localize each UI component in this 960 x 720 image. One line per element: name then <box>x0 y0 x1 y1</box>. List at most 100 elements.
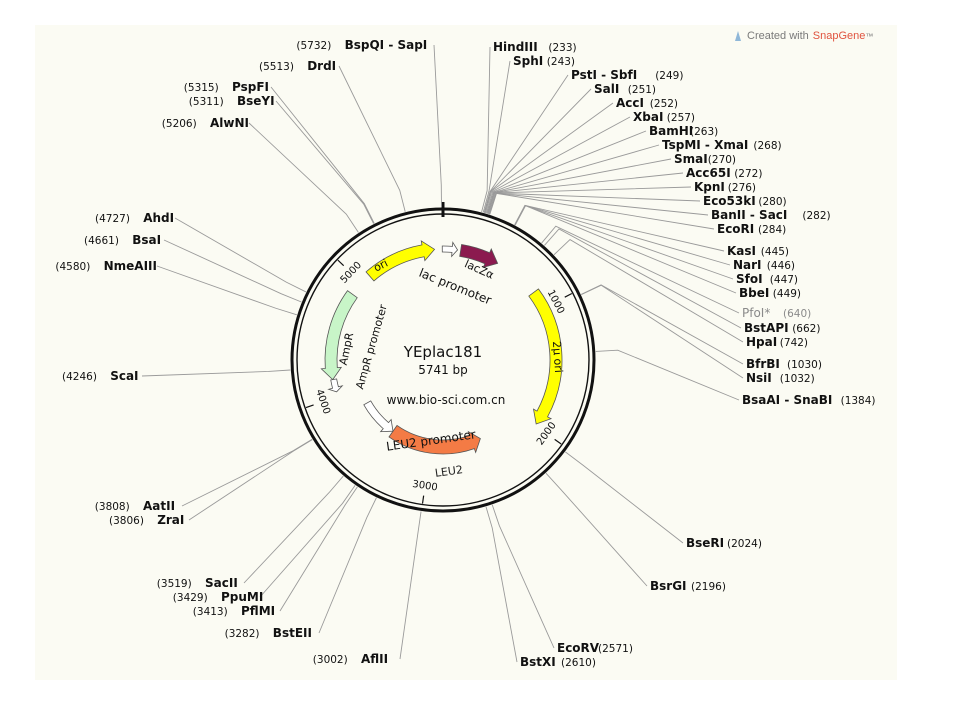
enzyme-position: (5315) <box>184 82 219 94</box>
enzyme-position: (282) <box>802 210 830 222</box>
feature-ampr-arrow <box>320 290 358 381</box>
enzyme-site-drdi: (5513) DrdI <box>259 59 336 73</box>
tick-2000 <box>554 438 562 445</box>
enzyme-position: (243) <box>547 56 575 68</box>
enzyme-site-sfoi: (447) SfoI <box>736 272 798 286</box>
tick-label-3000: 3000 <box>412 479 439 493</box>
enzyme-site-bbei: (449) BbeI <box>739 286 801 300</box>
leader-alwni <box>248 122 359 233</box>
enzyme-site-kpni: (276)KpnI <box>694 180 756 194</box>
enzyme-position: (276) <box>728 182 756 194</box>
tick-4000 <box>305 404 314 409</box>
enzyme-position: (445) <box>761 246 789 258</box>
enzyme-site-alwni: (5206) AlwNI <box>162 116 249 130</box>
enzyme-name: Eco53kI <box>703 194 756 208</box>
enzyme-site-bsai: (4661) BsaI <box>84 233 161 247</box>
enzyme-name: SphI <box>513 54 543 68</box>
enzyme-name: BstXI <box>520 655 556 669</box>
enzyme-name: EcoRI <box>717 222 754 236</box>
enzyme-site-sali: (251) SalI <box>594 82 656 96</box>
leader-bsteii <box>318 497 377 634</box>
leader-bseri <box>565 451 684 544</box>
enzyme-position: (4246) <box>62 371 97 383</box>
leader-bsrgi <box>545 472 648 587</box>
enzyme-position: (4661) <box>84 235 119 247</box>
leader-bsaai-snabi <box>595 349 740 401</box>
enzyme-position: (3002) <box>313 654 348 666</box>
enzyme-site-bsrgi: (2196) BsrGI <box>650 579 726 593</box>
enzyme-name: PflMI <box>241 604 275 618</box>
enzyme-site-ahdi: (4727) AhdI <box>95 211 174 225</box>
enzyme-name: SalI <box>594 82 619 96</box>
leader-acc65i <box>487 172 684 214</box>
credit-prefix: Created with <box>747 30 809 42</box>
enzyme-name: BstAPI <box>744 321 789 335</box>
enzyme-site-zrai: (3806) ZraI <box>109 513 184 527</box>
enzyme-position: (447) <box>770 274 798 286</box>
leader-lines-group <box>141 44 744 663</box>
feature-ampr-promoter-arrow <box>327 378 344 393</box>
enzyme-position: (5311) <box>189 96 224 108</box>
enzyme-site-bseri: (2024)BseRI <box>686 536 762 550</box>
enzyme-position: (3519) <box>157 578 192 590</box>
enzyme-site-nmeaiii: (4580) NmeAIII <box>55 259 157 273</box>
enzyme-site-sacii: (3519) SacII <box>157 576 238 590</box>
enzyme-site-nari: (446) NarI <box>733 258 795 272</box>
watermark-text: www.bio-sci.com.cn <box>387 393 506 407</box>
feature-label-2u-ori: 2μ ori <box>550 341 565 374</box>
enzyme-position: (3282) <box>225 628 260 640</box>
enzyme-position: (272) <box>734 168 762 180</box>
enzyme-position: (5206) <box>162 118 197 130</box>
enzyme-name: SfoI <box>736 272 763 286</box>
leader-ahdi <box>174 217 307 293</box>
enzyme-name: BstEII <box>273 626 312 640</box>
enzyme-name: DrdI <box>307 59 336 73</box>
enzyme-position: (2571) <box>598 643 633 655</box>
enzyme-name: ZraI <box>157 513 184 527</box>
enzyme-position: (2196) <box>691 581 726 593</box>
leader-ecorv <box>491 504 555 649</box>
enzyme-site-smai: (270)SmaI <box>674 152 736 166</box>
enzyme-name: KasI <box>727 244 756 258</box>
enzyme-site-bfrbi: (1030) BfrBI <box>746 357 822 371</box>
leader-aflii <box>399 511 422 660</box>
enzyme-site-banii-saci: (282) BanII - SacI <box>711 208 831 222</box>
enzyme-position: (662) <box>792 323 820 335</box>
enzyme-name: BanII - SacI <box>711 208 787 222</box>
enzyme-site-ecorv: (2571)EcoRV <box>557 641 633 655</box>
enzyme-position: (5732) <box>296 40 331 52</box>
enzyme-name: SmaI <box>674 152 708 166</box>
feature-2u-ori-arrow <box>528 288 563 425</box>
enzyme-name: BsaI <box>132 233 161 247</box>
enzyme-name: BspQI - SapI <box>345 38 428 52</box>
tick-1000 <box>564 292 573 298</box>
leader-xbai <box>485 116 631 214</box>
leader-ppumi <box>259 485 356 598</box>
enzyme-name: BsrGI <box>650 579 687 593</box>
leader-sphi <box>482 60 511 213</box>
enzyme-site-psti-sbfi: (249) PstI - SbfI <box>571 68 683 82</box>
enzyme-labels-group: (233)HindIII(243)SphI(249)PstI - SbfI(25… <box>55 38 875 669</box>
enzyme-site-pspfi: (5315) PspFI <box>184 80 269 94</box>
enzyme-position: (742) <box>780 337 808 349</box>
snapgene-credit: Created with SnapGene ™ <box>733 27 913 45</box>
enzyme-site-bspqi-sapi: (5732) BspQI - SapI <box>296 38 427 52</box>
tick-3000 <box>421 495 425 504</box>
enzyme-position: (3429) <box>173 592 208 604</box>
enzyme-site-bstapi: (662)BstAPI <box>744 321 820 335</box>
enzyme-position: (257) <box>667 112 695 124</box>
center-text-group: YEplac181 5741 bp www.bio-sci.com.cn <box>387 343 506 407</box>
leader-bstxi <box>485 506 518 663</box>
enzyme-name: AatII <box>143 499 175 513</box>
enzyme-name: TspMI - XmaI <box>662 138 748 152</box>
leader-scai <box>141 369 291 377</box>
enzyme-position: (268) <box>753 140 781 152</box>
feature-lac-promoter-arrow <box>441 241 459 258</box>
leader-hpai <box>553 239 744 343</box>
snapgene-logo-icon <box>735 31 741 41</box>
enzyme-name: HindIII <box>493 40 538 54</box>
leader-bsai <box>163 239 302 303</box>
enzyme-site-bsteii: (3282) BstEII <box>225 626 312 640</box>
enzyme-site-acc65i: (272)Acc65I <box>686 166 762 180</box>
feature-leu2-arrow <box>388 424 481 455</box>
